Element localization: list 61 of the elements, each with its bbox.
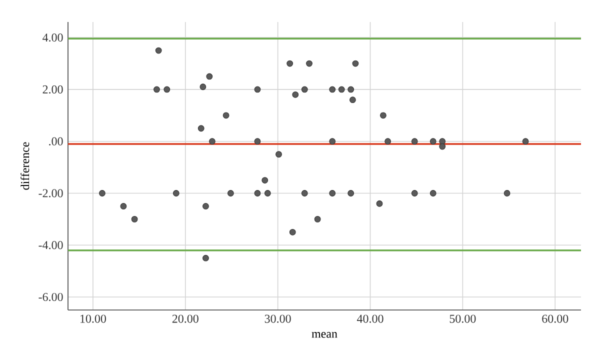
point <box>198 125 204 132</box>
x-tick-label: 60.00 <box>542 314 568 323</box>
y-axis-title: difference <box>20 142 30 190</box>
point <box>348 190 354 196</box>
point <box>276 151 282 158</box>
point <box>254 190 261 196</box>
point <box>301 86 308 93</box>
point <box>380 112 386 119</box>
x-tick-label: 40.00 <box>356 314 384 323</box>
point <box>430 138 436 145</box>
point <box>411 138 418 145</box>
x-axis-title: mean <box>312 332 338 338</box>
point <box>349 96 356 104</box>
point <box>286 60 294 67</box>
point <box>154 86 160 93</box>
point <box>352 60 359 67</box>
y-tick-label: -2.00 <box>38 189 63 198</box>
point <box>264 190 271 196</box>
point <box>338 86 345 93</box>
point <box>411 190 418 196</box>
point <box>430 190 436 196</box>
point <box>131 216 138 222</box>
point <box>301 190 308 196</box>
point <box>254 86 261 93</box>
x-tick-label: 50.00 <box>450 314 476 323</box>
y-tick-label: .00 <box>49 137 63 146</box>
y-tick-label: -4.00 <box>38 241 63 250</box>
x-tick-label: 30.00 <box>264 314 291 323</box>
point <box>439 143 446 150</box>
point <box>329 138 336 145</box>
x-tick-label: 20.00 <box>172 314 198 323</box>
point <box>289 228 296 236</box>
point <box>522 138 529 145</box>
point <box>262 177 268 184</box>
point <box>329 190 336 196</box>
point <box>202 254 209 262</box>
point <box>384 138 392 145</box>
point <box>206 73 213 80</box>
point <box>227 190 234 196</box>
point <box>329 86 336 93</box>
x-tick-label: 10.00 <box>80 314 106 323</box>
point <box>222 112 230 119</box>
point <box>155 47 162 54</box>
y-tick-label: 4.00 <box>42 33 63 42</box>
y-tick-label: -6.00 <box>38 292 63 302</box>
point <box>306 60 312 67</box>
point <box>200 84 206 90</box>
point <box>439 138 446 145</box>
point <box>164 86 170 93</box>
point <box>314 216 321 222</box>
point <box>504 190 510 196</box>
point <box>254 138 261 145</box>
point <box>120 203 127 210</box>
point <box>348 86 354 93</box>
point <box>172 190 180 196</box>
y-tick-label: 2.00 <box>42 85 63 94</box>
point <box>208 138 216 145</box>
point <box>202 203 209 210</box>
point <box>99 190 106 196</box>
point <box>376 200 383 207</box>
point <box>292 91 299 98</box>
